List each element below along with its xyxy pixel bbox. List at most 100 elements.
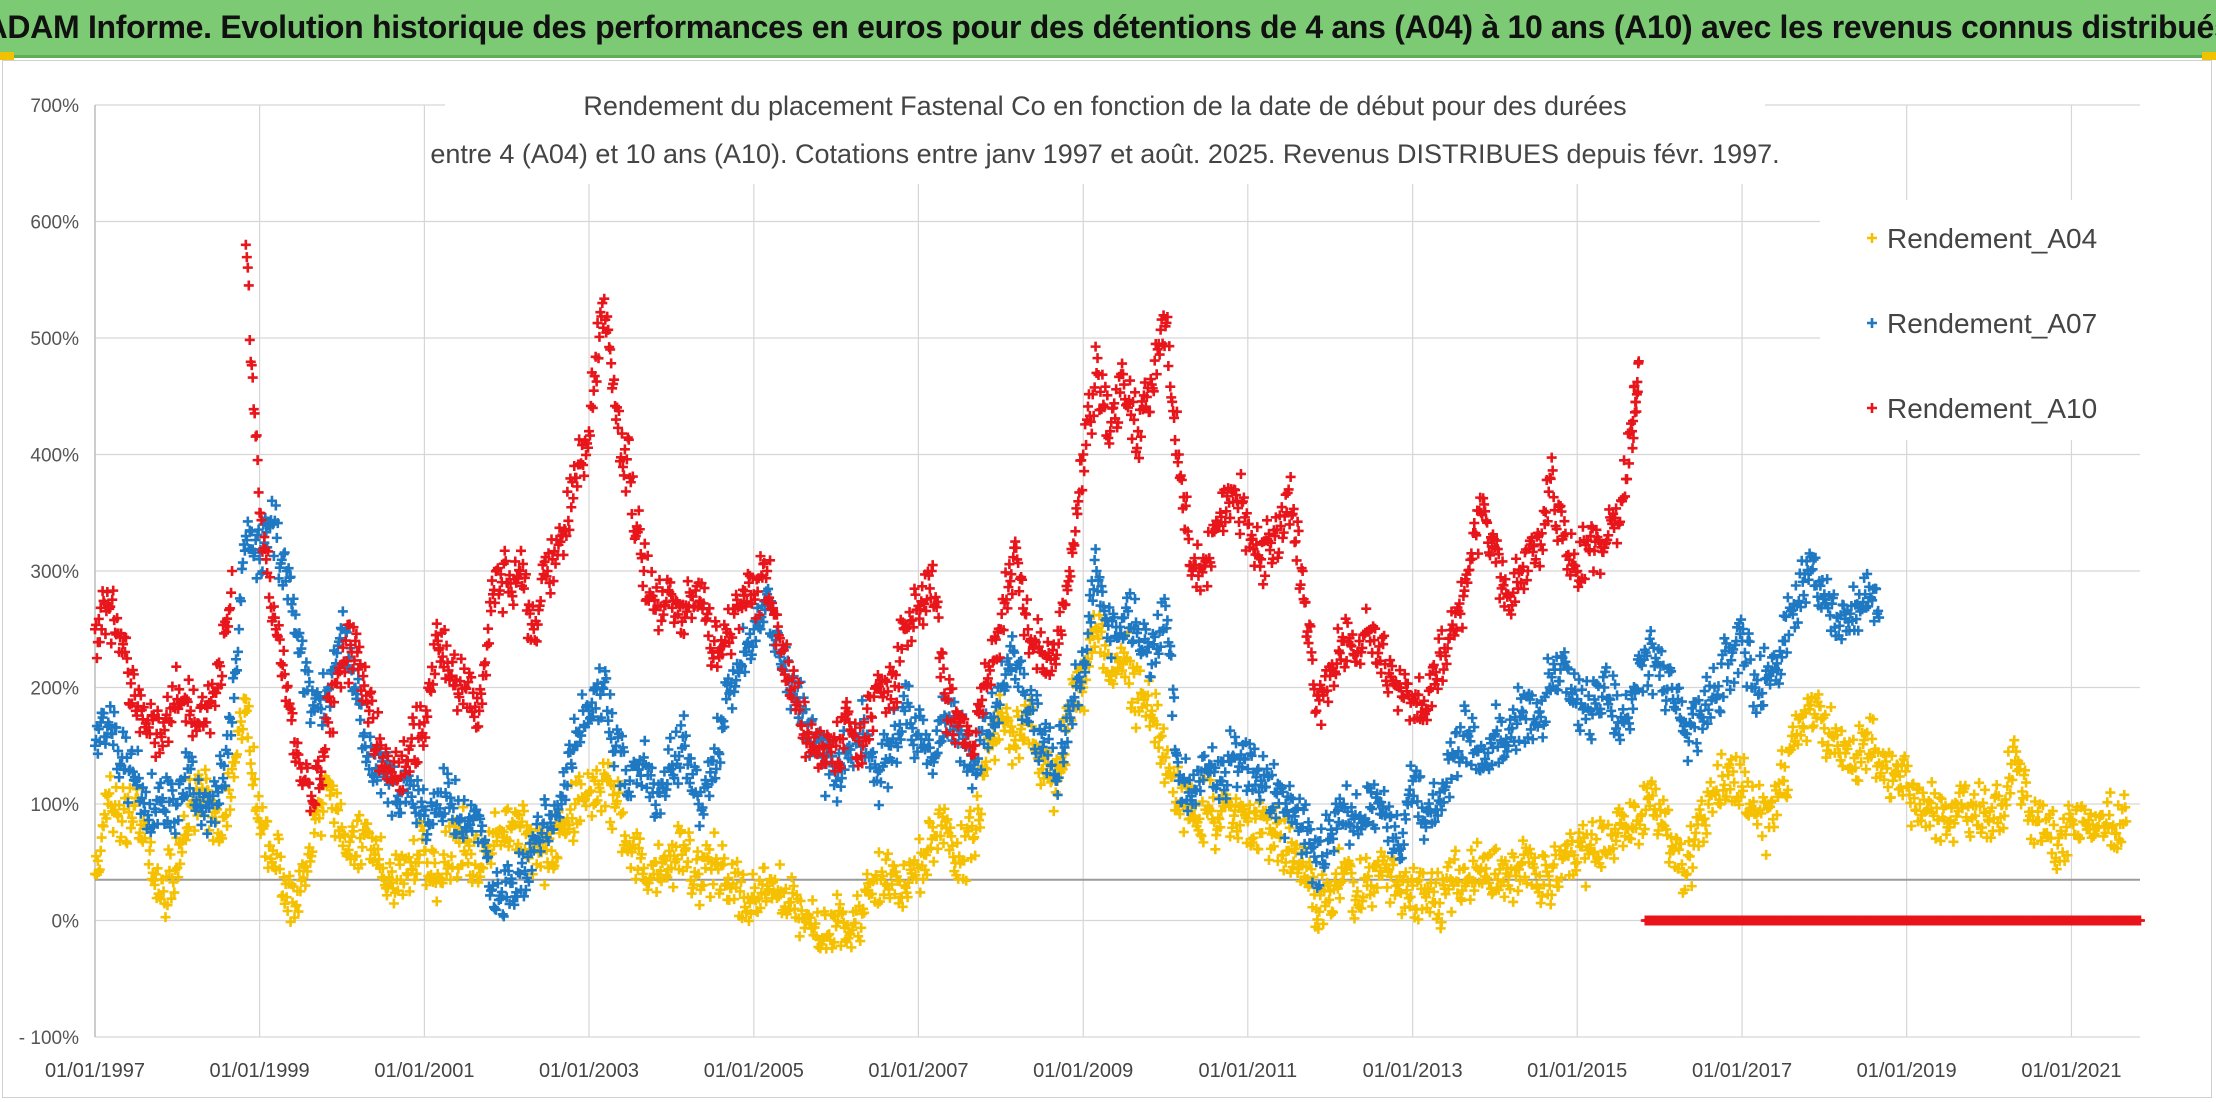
data-point	[237, 557, 248, 568]
data-point	[2102, 797, 2113, 808]
data-point	[731, 675, 742, 686]
data-point	[208, 790, 219, 801]
data-point	[1035, 627, 1046, 638]
data-point	[1505, 884, 1516, 895]
data-point	[273, 620, 284, 631]
data-point	[1845, 608, 1856, 619]
data-point	[1120, 672, 1131, 683]
data-point	[485, 858, 496, 869]
data-point	[1804, 704, 1815, 715]
data-point	[1007, 631, 1018, 642]
data-point	[231, 749, 242, 760]
data-point	[605, 344, 616, 355]
data-point	[1367, 901, 1378, 912]
data-point	[1125, 656, 1136, 667]
data-point	[568, 493, 579, 504]
data-point	[302, 762, 313, 773]
x-tick-label: 01/01/2009	[1033, 1060, 1133, 1082]
data-point	[1650, 783, 1661, 794]
data-point	[910, 589, 921, 600]
data-point	[160, 912, 171, 923]
data-point	[1835, 755, 1846, 766]
data-point	[1778, 775, 1789, 786]
data-point	[654, 788, 665, 799]
data-point	[1328, 907, 1339, 918]
data-point	[969, 832, 980, 843]
data-point	[705, 767, 716, 778]
data-point	[905, 718, 916, 729]
data-point	[1048, 806, 1059, 817]
data-point	[584, 430, 595, 441]
data-point	[1018, 603, 1029, 614]
data-point	[1713, 681, 1724, 692]
data-point	[1481, 863, 1492, 874]
data-point	[1542, 653, 1553, 664]
data-point	[180, 835, 191, 846]
data-point	[745, 908, 756, 919]
data-point	[1296, 860, 1307, 871]
data-point	[193, 774, 204, 785]
data-point	[473, 877, 484, 888]
data-point	[170, 865, 181, 876]
data-point	[98, 821, 109, 832]
data-point	[1111, 668, 1122, 679]
data-point	[108, 826, 119, 837]
data-point	[268, 601, 279, 612]
data-point	[673, 609, 684, 620]
data-point	[1212, 824, 1223, 835]
data-point	[434, 803, 445, 814]
banner-title: ADAM Informe. Evolution historique des p…	[0, 9, 2216, 45]
data-point	[302, 866, 313, 877]
data-point	[658, 609, 669, 620]
data-point	[210, 817, 221, 828]
data-point	[358, 671, 369, 682]
data-point	[182, 696, 193, 707]
data-point	[133, 773, 144, 784]
data-point	[888, 702, 899, 713]
data-point	[2078, 817, 2089, 828]
data-point	[118, 726, 129, 737]
data-point	[427, 661, 438, 672]
data-point	[410, 758, 421, 769]
data-point	[357, 842, 368, 853]
data-point	[788, 881, 799, 892]
data-point	[1323, 835, 1334, 846]
data-point	[956, 820, 967, 831]
data-point	[1747, 781, 1758, 792]
data-point	[535, 595, 546, 606]
data-point	[585, 400, 596, 411]
data-point	[1355, 854, 1366, 865]
data-point	[1234, 820, 1245, 831]
data-point	[1449, 854, 1460, 865]
data-point	[1070, 659, 1081, 670]
data-point	[574, 771, 585, 782]
data-point	[862, 703, 873, 714]
data-point	[778, 645, 789, 656]
data-point	[1316, 823, 1327, 834]
data-point	[2033, 816, 2044, 827]
data-point	[318, 806, 329, 817]
data-point	[694, 820, 705, 831]
data-point	[221, 810, 232, 821]
data-point	[272, 518, 283, 529]
data-point	[977, 725, 988, 736]
data-point	[1673, 682, 1684, 693]
data-point	[1318, 918, 1329, 929]
data-point	[562, 780, 573, 791]
data-point	[1642, 680, 1653, 691]
data-point	[1247, 784, 1258, 795]
data-point	[1893, 784, 1904, 795]
data-point	[1379, 786, 1390, 797]
data-point	[95, 717, 106, 728]
data-point	[121, 653, 132, 664]
data-point	[1162, 615, 1173, 626]
data-point	[613, 422, 624, 433]
data-point	[1548, 859, 1559, 870]
data-point	[1008, 645, 1019, 656]
x-tick-label: 01/01/2011	[1199, 1060, 1298, 1082]
data-point	[1453, 746, 1464, 757]
data-point	[349, 655, 360, 666]
data-point	[562, 486, 573, 497]
data-point	[178, 810, 189, 821]
data-point	[1334, 893, 1345, 904]
